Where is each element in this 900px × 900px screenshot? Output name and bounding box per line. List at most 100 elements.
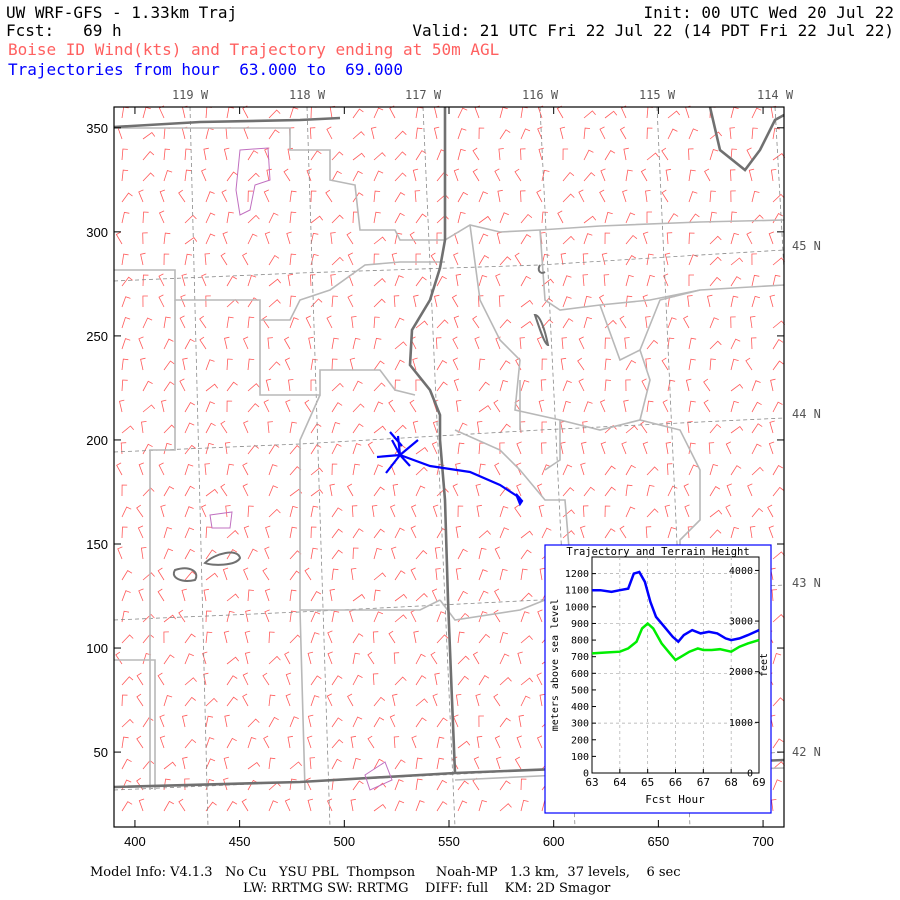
wind-barb	[331, 443, 342, 455]
wind-barb	[121, 718, 134, 728]
wind-barb	[621, 441, 627, 455]
wind-barb	[142, 131, 156, 140]
wind-barb	[520, 778, 527, 791]
wind-barb	[667, 485, 678, 497]
wind-barb	[478, 127, 485, 140]
wind-barb	[121, 316, 131, 329]
wind-barb	[541, 421, 547, 433]
wind-barb	[520, 379, 530, 392]
wind-barb	[748, 168, 755, 182]
wind-barb	[625, 255, 637, 266]
wind-barb	[305, 777, 312, 791]
wind-barb	[204, 253, 211, 266]
wind-barb	[559, 126, 566, 140]
wind-barb	[393, 295, 400, 308]
wind-barb	[514, 168, 522, 182]
wind-barb	[434, 294, 440, 308]
wind-barb	[326, 315, 333, 329]
wind-barb	[457, 800, 468, 812]
wind-barb	[409, 231, 417, 245]
wind-barb	[393, 652, 400, 665]
wind-barb	[373, 611, 384, 623]
wind-barb	[415, 447, 429, 455]
wind-barb	[604, 486, 616, 497]
wind-barb	[264, 231, 271, 245]
wind-barb	[289, 778, 297, 791]
reservoir-1	[533, 313, 550, 347]
wind-barb	[305, 315, 312, 329]
wind-barb	[436, 611, 446, 623]
wind-barb	[772, 193, 785, 203]
wind-barb	[749, 526, 756, 539]
wind-barb	[221, 189, 228, 203]
wind-barb	[583, 401, 593, 413]
wind-barb	[163, 800, 174, 812]
y-tick-label: 50	[94, 745, 108, 760]
wind-barb	[688, 358, 696, 371]
wind-barb	[772, 274, 781, 287]
wind-barb	[415, 466, 428, 476]
inset-y-tick-label: 400	[571, 702, 589, 713]
wind-barb	[583, 233, 593, 245]
wind-barb	[163, 761, 177, 770]
wind-barb	[331, 337, 339, 350]
wind-barb	[538, 399, 545, 413]
wind-barb	[725, 504, 732, 518]
x-tick-label: 500	[333, 834, 355, 849]
wind-barb	[352, 152, 366, 161]
wind-barb	[121, 676, 134, 686]
wind-barb	[415, 379, 421, 392]
wind-barb	[414, 190, 421, 203]
wind-barb	[520, 148, 526, 161]
wind-barb	[373, 170, 384, 182]
wind-barb	[514, 252, 522, 266]
wind-barb	[242, 693, 249, 707]
wind-barb	[751, 507, 764, 518]
wind-barb	[373, 401, 384, 413]
wind-barb	[142, 172, 155, 182]
wind-barb	[415, 757, 423, 770]
wind-barb	[709, 340, 722, 350]
wind-barb	[604, 379, 612, 392]
wind-barb	[268, 109, 281, 119]
wind-barb	[478, 463, 486, 476]
wind-barb	[560, 252, 567, 266]
wind-barb	[516, 735, 522, 749]
wind-barb	[178, 189, 186, 203]
wind-barb	[478, 547, 487, 560]
wind-barb	[667, 110, 681, 119]
wind-barb	[578, 189, 585, 203]
wind-barb	[642, 441, 649, 455]
wind-barb	[310, 675, 322, 686]
wind-barb	[226, 211, 234, 224]
wind-barb	[415, 717, 427, 728]
wind-barb	[667, 337, 675, 350]
wind-barb	[304, 567, 312, 581]
wind-barb	[394, 275, 404, 287]
wind-barb	[625, 425, 639, 434]
wind-barb	[625, 506, 636, 518]
wind-barb	[667, 128, 678, 140]
wind-barb	[435, 568, 441, 581]
wind-barb	[688, 400, 696, 413]
wind-barb	[394, 151, 407, 161]
wind-barb	[142, 295, 148, 308]
wind-barb	[412, 420, 419, 434]
wind-barb	[226, 358, 233, 371]
wind-barb	[520, 799, 529, 812]
wind-barb	[373, 782, 387, 791]
wind-barb	[499, 505, 509, 518]
wind-barb	[664, 504, 671, 518]
wind-barb	[268, 278, 282, 287]
wind-barb	[352, 716, 363, 728]
wind-barb	[751, 190, 760, 203]
wind-barb	[247, 444, 259, 455]
wind-barb	[223, 756, 230, 770]
wind-barb	[226, 275, 238, 287]
wind-barb	[583, 295, 592, 308]
wind-barb	[394, 317, 405, 329]
wind-barb	[310, 488, 324, 497]
wind-barb	[499, 653, 510, 665]
wind-barb	[138, 588, 144, 602]
wind-barb	[205, 610, 212, 623]
